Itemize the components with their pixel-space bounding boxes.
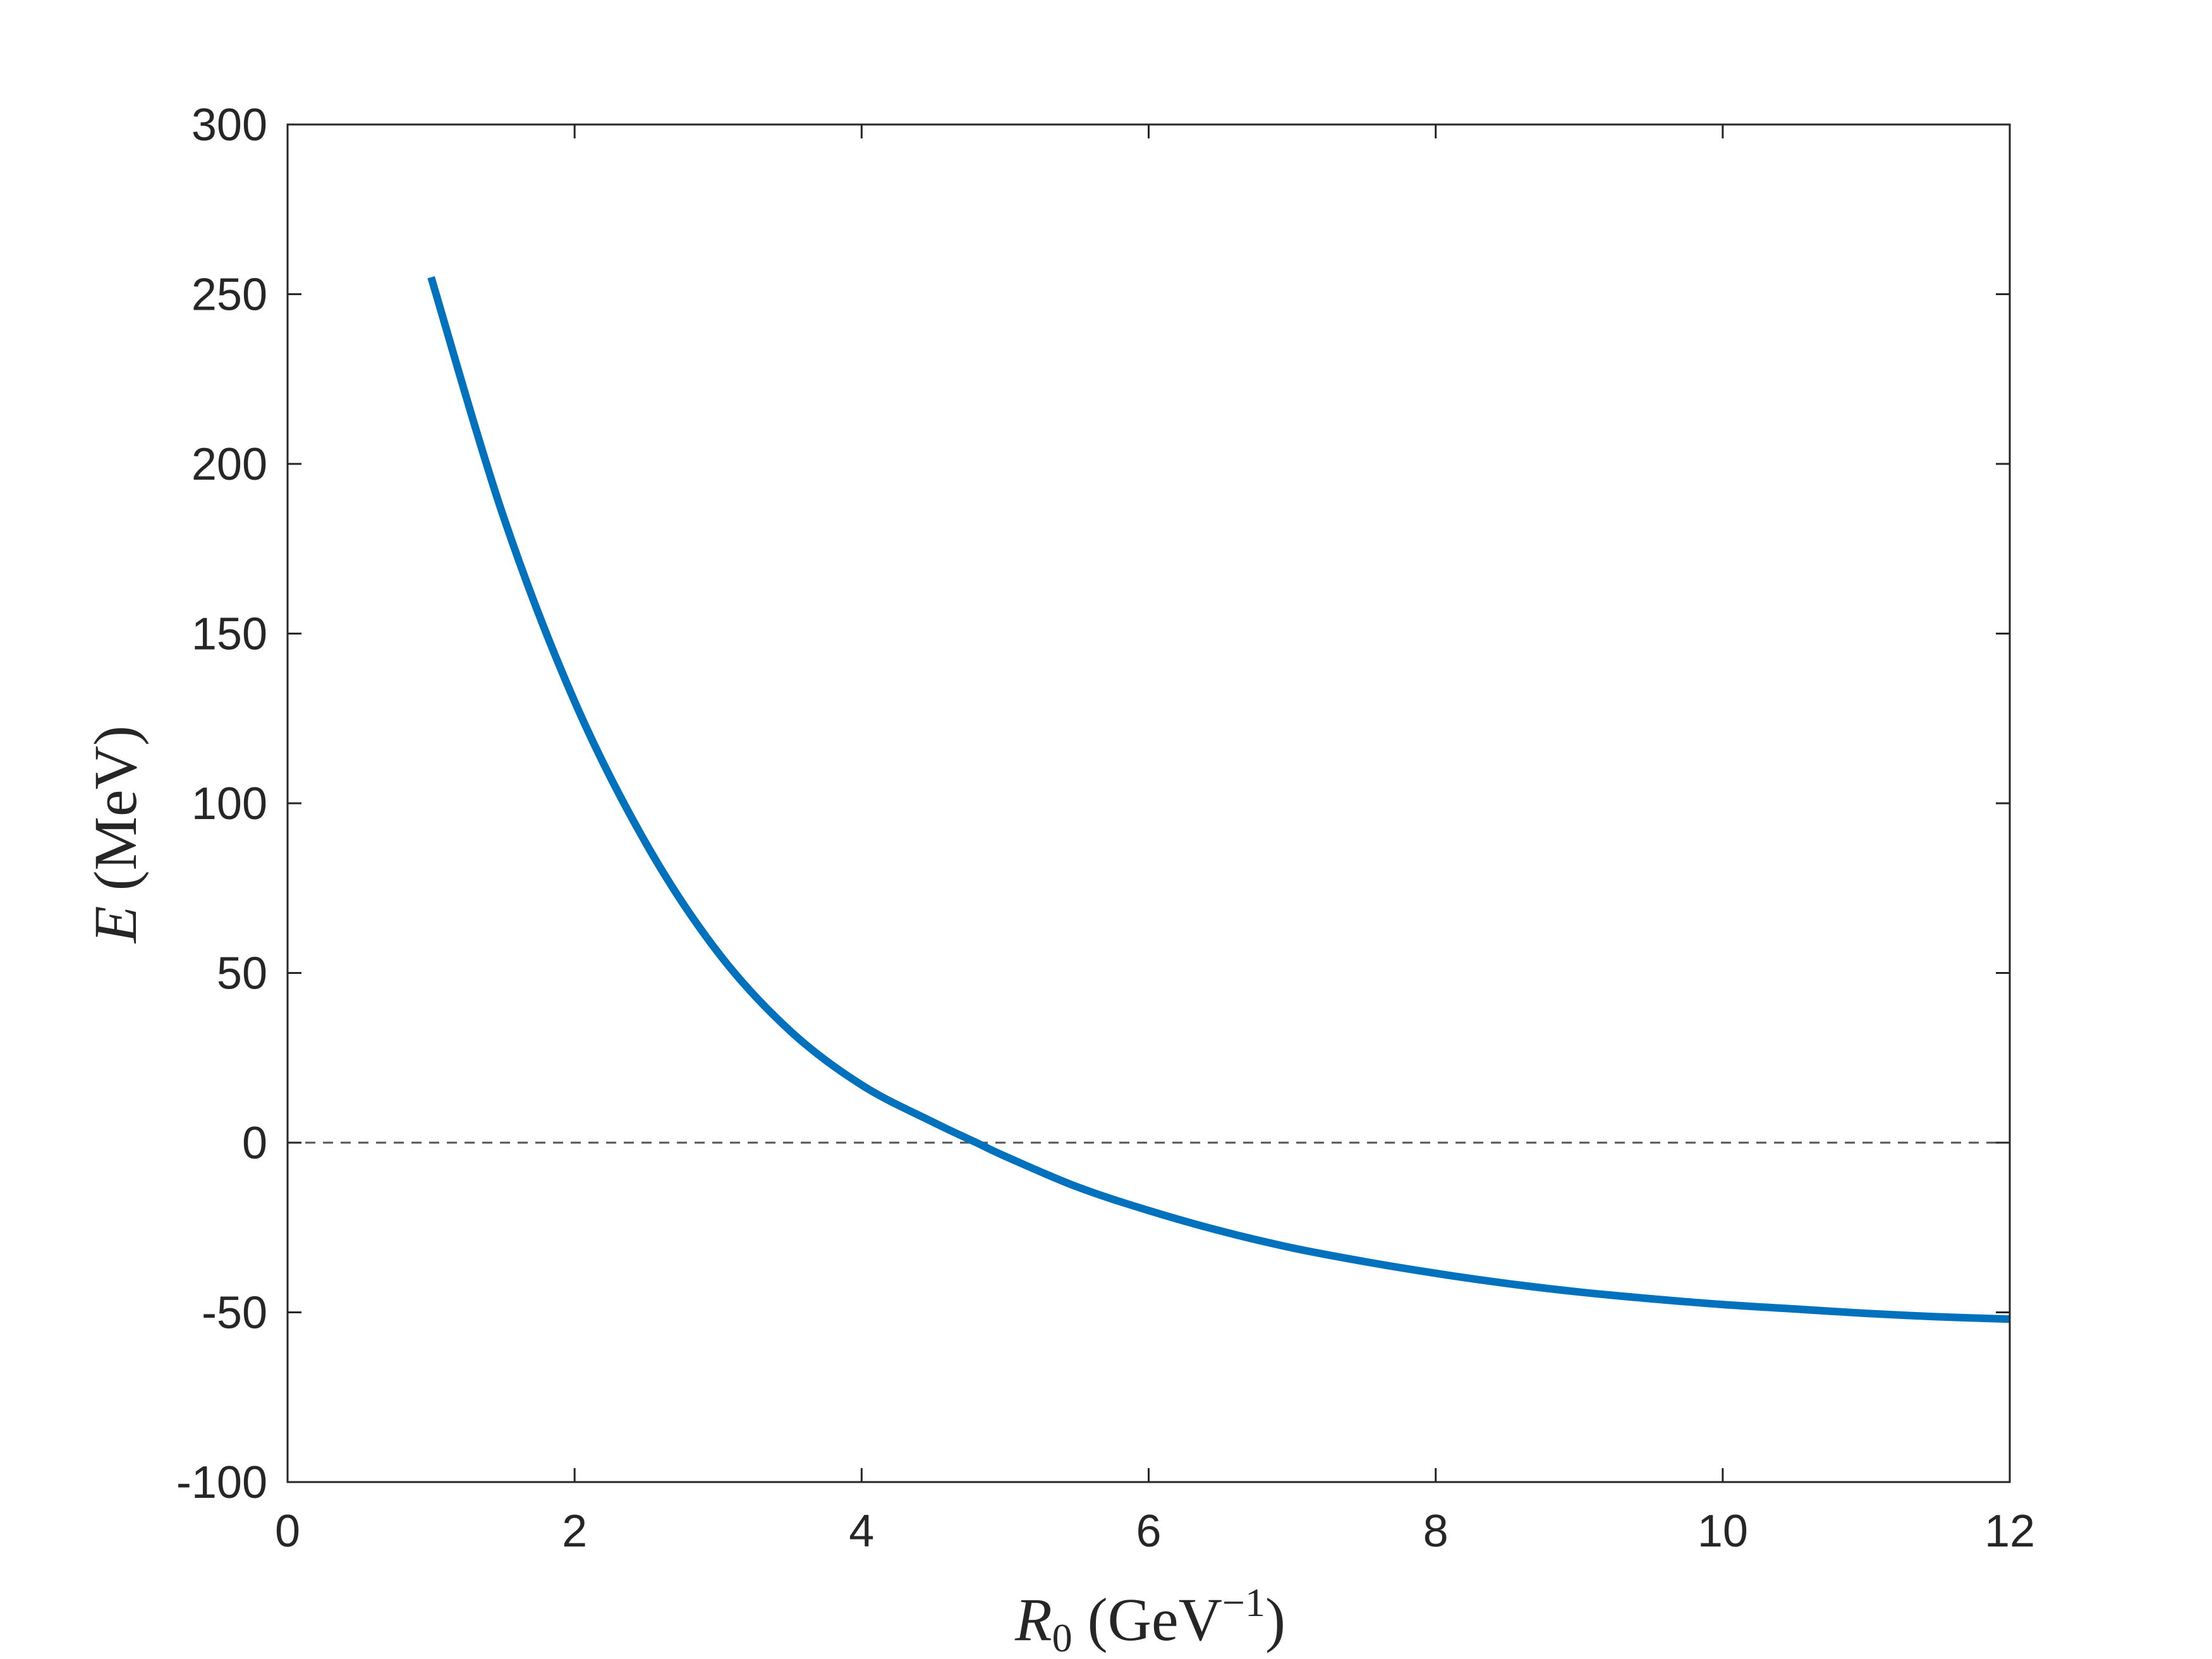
x-tick-label: 0	[275, 1506, 300, 1557]
y-tick-label: 100	[191, 779, 267, 829]
x-axis-label-var: R	[1014, 1586, 1052, 1653]
x-tick-label: 6	[1136, 1506, 1161, 1557]
y-tick-label: 250	[191, 270, 267, 320]
y-tick-label: 150	[191, 609, 267, 660]
y-tick-label: 300	[191, 100, 267, 150]
plot-layer	[288, 276, 2010, 1323]
x-tick-label: 2	[562, 1506, 587, 1557]
y-tick-label: -100	[176, 1457, 267, 1508]
x-tick-label: 4	[849, 1506, 874, 1557]
x-tick-label: 10	[1698, 1506, 1748, 1557]
y-tick-label: 0	[242, 1118, 267, 1169]
x-axis-label-sub: 0	[1052, 1615, 1073, 1659]
tick-layer	[286, 123, 2011, 1483]
y-tick-label: 200	[191, 439, 267, 490]
y-axis-label-unit: (MeV)	[82, 726, 149, 906]
x-axis-label: R0 (GeV−1)	[1014, 1580, 1285, 1659]
y-tick-label: 50	[217, 949, 267, 999]
x-axis-label-unit: (GeV	[1073, 1586, 1222, 1653]
x-axis-label-close: )	[1265, 1586, 1285, 1653]
y-axis-label: E (MeV)	[82, 726, 149, 944]
tick-label-layer: 0 2 4 6 8 10 12 -100 -50 0 50 100 150 200 250 300	[176, 100, 2035, 1557]
y-tick-label: -50	[202, 1288, 267, 1339]
x-tick-label: 8	[1423, 1506, 1449, 1557]
y-axis-label-var: E	[82, 906, 149, 944]
series-line	[427, 276, 2010, 1323]
x-axis-label-sup: −1	[1222, 1580, 1265, 1625]
x-tick-label: 12	[1984, 1506, 2035, 1557]
